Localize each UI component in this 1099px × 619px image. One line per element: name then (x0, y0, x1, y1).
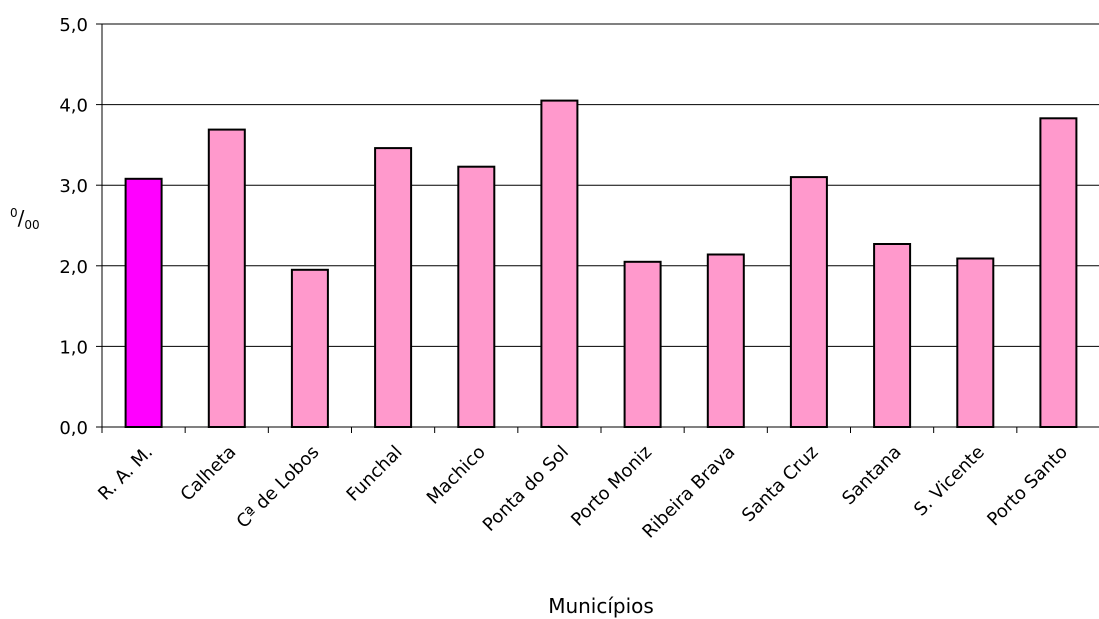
bar-r-a-m (124, 177, 163, 428)
bar-c-de-lobos (290, 268, 329, 428)
bar-santa-cruz (789, 176, 828, 428)
x-tick-label: S. Vicente (910, 442, 989, 521)
y-tick-label: 2,0 (59, 257, 88, 278)
bar-funchal (374, 147, 413, 428)
bar-ponta-do-sol (540, 99, 579, 428)
x-tick-label: Machico (423, 442, 490, 509)
x-tick-label: Calheta (177, 442, 241, 506)
x-tick-label: R. A. M. (94, 442, 157, 505)
x-tick-label: Santana (838, 442, 905, 509)
x-tick-label: Ponta do Sol (479, 442, 573, 536)
gridlines (102, 23, 1099, 347)
y-axis-title-slash: / (18, 206, 25, 230)
bar-s-vicente (956, 257, 995, 428)
x-tick-label: Porto Moniz (567, 442, 656, 531)
bar-ribeira-brava (706, 253, 745, 428)
y-tick-label: 4,0 (59, 96, 88, 117)
bar-machico (457, 165, 496, 428)
y-tick-labels: 0,0 1,0 2,0 3,0 4,0 5,0 (59, 15, 88, 439)
x-axis-title: Municípios (548, 594, 654, 618)
bar-santana (873, 243, 912, 428)
bar-porto-santo (1039, 117, 1078, 429)
x-tick-label: Santa Cruz (738, 442, 822, 526)
x-tick-label: Porto Santo (983, 442, 1072, 531)
bar-porto-moniz (623, 260, 662, 428)
y-tick-label: 3,0 (59, 176, 88, 197)
y-axis-title: 0/00 (10, 206, 40, 232)
y-axis-title-superscript: 0 (10, 206, 18, 220)
x-tick-label: Funchal (343, 442, 407, 506)
bars (124, 99, 1078, 429)
y-axis-title-subscript: 00 (24, 218, 39, 232)
y-tick-label: 1,0 (59, 337, 88, 358)
y-tick-label: 5,0 (59, 15, 88, 36)
y-tick-label: 0,0 (59, 418, 88, 439)
x-tick-label: Cª de Lobos (233, 442, 324, 533)
axes (96, 23, 1099, 433)
bar-calheta (207, 128, 246, 428)
